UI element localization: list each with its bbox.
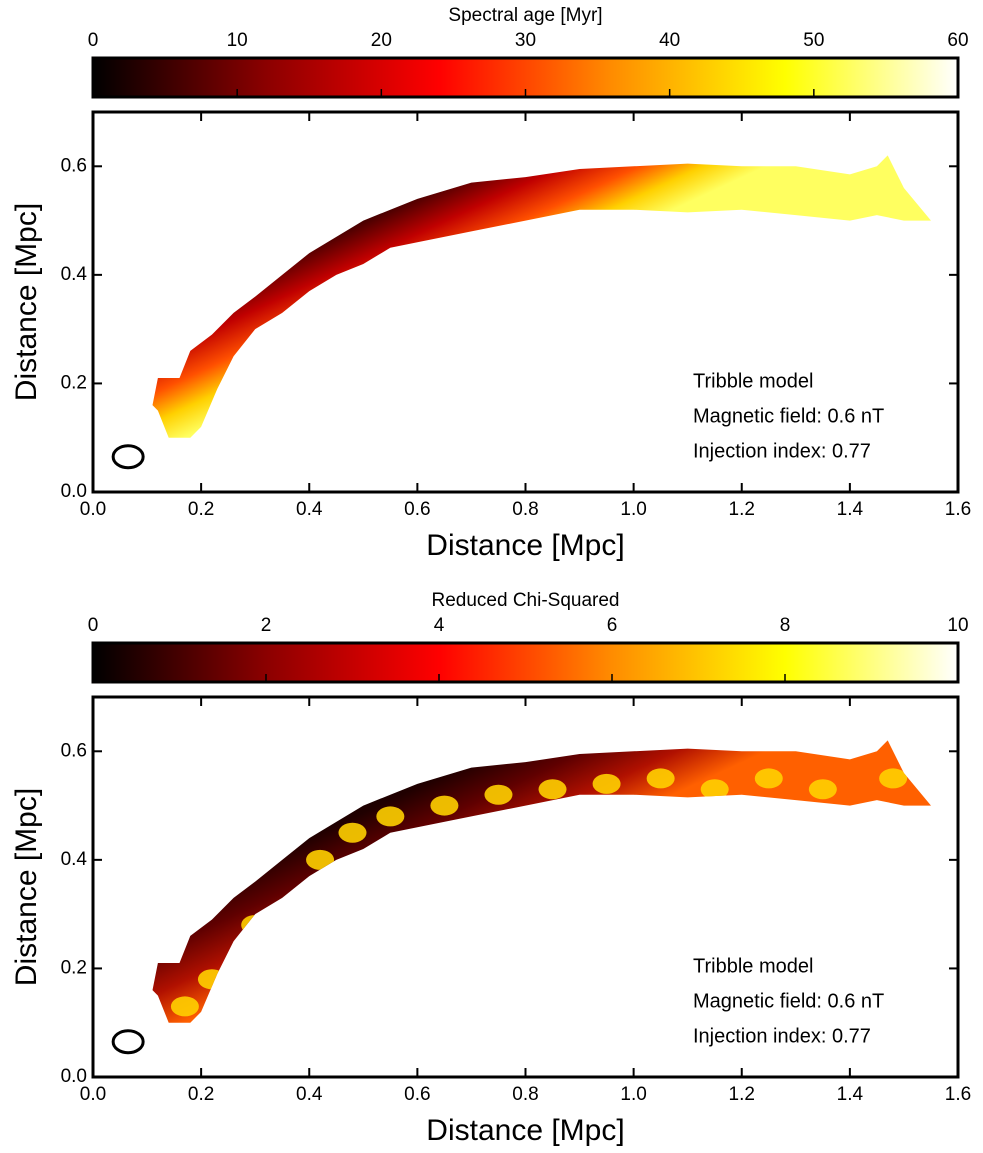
colorbar-tick-label: 6 bbox=[607, 615, 618, 636]
map-hotspot bbox=[592, 773, 621, 794]
beam bbox=[111, 444, 145, 470]
jet-map bbox=[152, 740, 931, 1023]
x-tick-label: 0.2 bbox=[188, 1084, 214, 1105]
x-tick-label: 1.2 bbox=[729, 1084, 755, 1105]
colorbar-tick-label: 0 bbox=[88, 30, 99, 51]
y-tick-label: 0.0 bbox=[61, 1066, 87, 1087]
x-tick-label: 0.4 bbox=[296, 1084, 323, 1105]
colorbar-tick-label: 20 bbox=[371, 30, 392, 51]
x-axis-label: Distance [Mpc] bbox=[426, 529, 624, 562]
y-tick-label: 0.2 bbox=[61, 957, 87, 978]
map-hotspot bbox=[376, 806, 405, 827]
y-tick-label: 0.4 bbox=[61, 849, 88, 870]
x-tick-label: 0.6 bbox=[404, 1084, 430, 1105]
annotation: Magnetic field: 0.6 nT bbox=[693, 990, 884, 1012]
colorbar-tick-label: 50 bbox=[803, 30, 824, 51]
colorbar-tick-label: 40 bbox=[659, 30, 680, 51]
colorbar-label: Spectral age [Myr] bbox=[448, 5, 602, 26]
x-tick-label: 0.0 bbox=[80, 1084, 106, 1105]
colorbar-tick-label: 10 bbox=[947, 615, 968, 636]
beam bbox=[111, 1029, 145, 1055]
x-tick-label: 0.8 bbox=[512, 499, 538, 520]
x-tick-label: 1.2 bbox=[729, 499, 755, 520]
y-tick-label: 0.0 bbox=[61, 481, 87, 502]
x-tick-label: 1.0 bbox=[620, 499, 646, 520]
x-tick-label: 1.6 bbox=[945, 499, 971, 520]
y-tick-label: 0.6 bbox=[61, 740, 87, 761]
colorbar-tick-label: 30 bbox=[515, 30, 536, 51]
map-hotspot bbox=[700, 779, 729, 800]
colorbar bbox=[91, 641, 960, 684]
x-tick-label: 0.4 bbox=[296, 499, 323, 520]
colorbar-tick-label: 0 bbox=[88, 615, 99, 636]
y-tick-label: 0.4 bbox=[61, 264, 88, 285]
annotation: Tribble model bbox=[693, 370, 813, 392]
annotation: Magnetic field: 0.6 nT bbox=[693, 405, 884, 427]
x-tick-label: 1.0 bbox=[620, 1084, 646, 1105]
x-axis-label: Distance [Mpc] bbox=[426, 1114, 624, 1147]
x-tick-label: 0.6 bbox=[404, 499, 430, 520]
map-hotspot bbox=[808, 779, 837, 800]
map-hotspot bbox=[241, 915, 270, 935]
x-tick-label: 0.0 bbox=[80, 499, 106, 520]
x-tick-label: 0.8 bbox=[512, 1084, 538, 1105]
map-hotspot bbox=[754, 768, 783, 789]
map-hotspot bbox=[646, 768, 675, 789]
annotation: Injection index: 0.77 bbox=[693, 1025, 871, 1047]
colorbar-tick-label: 60 bbox=[947, 30, 968, 51]
colorbar-tick-label: 8 bbox=[780, 615, 791, 636]
x-tick-label: 0.2 bbox=[188, 499, 214, 520]
y-tick-label: 0.6 bbox=[61, 155, 87, 176]
x-tick-label: 1.4 bbox=[837, 499, 864, 520]
y-axis-label: Distance [Mpc] bbox=[10, 203, 43, 401]
colorbar-tick-label: 10 bbox=[227, 30, 248, 51]
colorbar-tick-label: 4 bbox=[434, 615, 445, 636]
plot-frame bbox=[91, 110, 960, 494]
map-hotspot bbox=[338, 822, 367, 843]
map-hotspot bbox=[430, 795, 459, 816]
y-tick-label: 0.2 bbox=[61, 372, 87, 393]
annotation: Injection index: 0.77 bbox=[693, 440, 871, 462]
colorbar-label: Reduced Chi-Squared bbox=[431, 590, 619, 611]
map-hotspot bbox=[879, 768, 908, 789]
colorbar-tick-label: 2 bbox=[261, 615, 272, 636]
map-hotspot bbox=[538, 779, 567, 800]
map-hotspots bbox=[170, 768, 908, 1017]
jet-map bbox=[152, 155, 931, 438]
x-tick-label: 1.6 bbox=[945, 1084, 971, 1105]
plot-frame bbox=[91, 695, 960, 1079]
map-hotspot bbox=[484, 784, 513, 805]
map-hotspot bbox=[306, 849, 335, 870]
x-tick-label: 1.4 bbox=[837, 1084, 864, 1105]
map-hotspot bbox=[197, 969, 226, 990]
y-axis-label: Distance [Mpc] bbox=[10, 788, 43, 986]
annotation: Tribble model bbox=[693, 955, 813, 977]
map-hotspot bbox=[170, 996, 199, 1017]
